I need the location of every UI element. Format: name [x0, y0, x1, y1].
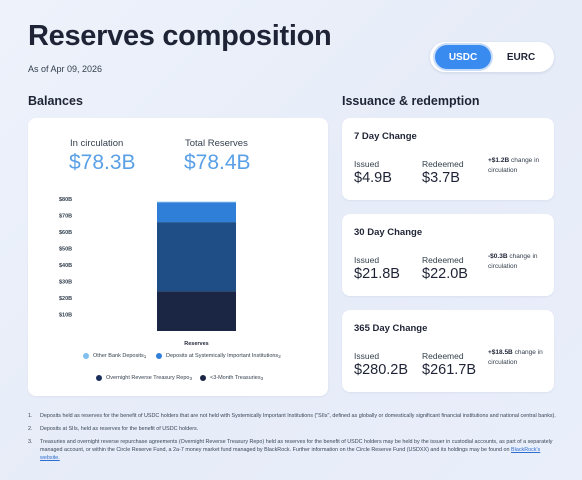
card-title: 365 Day Change [354, 323, 428, 334]
footnote-text: Deposits at SIIs, held as reserves for t… [40, 426, 199, 432]
net-change-text: change in circulation [488, 253, 538, 270]
issued-value: $21.8B [354, 266, 400, 282]
net-change-text: change in circulation [488, 157, 540, 174]
legend-swatch [200, 375, 206, 381]
redeemed-label: Redeemed [422, 255, 464, 265]
footnote-number: 3. [28, 439, 33, 445]
seven-day-change-card: 7 Day Change Issued $4.9B Redeemed $3.7B… [342, 118, 554, 200]
blackrock-website-link[interactable]: BlackRock's website. [40, 447, 541, 461]
total-reserves-value: $78.4B [184, 151, 251, 174]
legend-label: Overnight Reverse Treasury Repo [106, 375, 190, 381]
usdc-toggle-button[interactable]: USDC [435, 45, 491, 69]
x-category-label: Reserves [184, 341, 208, 347]
footnote-number: 2. [28, 426, 33, 432]
issued-label: Issued [354, 351, 380, 361]
footnote-number: 1. [28, 413, 33, 419]
card-title: 7 Day Change [354, 131, 417, 142]
footnote-3: 3. Treasuries and overnight reverse repu… [28, 438, 558, 462]
legend-swatch [96, 375, 102, 381]
redeemed-label: Redeemed [422, 351, 464, 361]
issued-label: Issued [354, 159, 380, 169]
footnote-1: 1. Deposits held as reserves for the ben… [28, 412, 558, 420]
in-circulation-label: In circulation [70, 138, 124, 149]
footnotes: 1. Deposits held as reserves for the ben… [28, 412, 558, 467]
net-change-note: +$1.2B change in circulation [488, 156, 548, 176]
legend-footnote-ref: 1 [143, 353, 147, 359]
footnote-text: Deposits held as reserves for the benefi… [40, 413, 556, 419]
net-change-note: -$0.3B change in circulation [488, 252, 548, 272]
issuance-heading: Issuance & redemption [342, 94, 480, 108]
net-change-value: +$18.5B [488, 349, 513, 356]
redeemed-value: $261.7B [422, 362, 477, 378]
year-change-card: 365 Day Change Issued $280.2B Redeemed $… [342, 310, 554, 392]
bar-segment-1 [157, 291, 236, 331]
y-tick-label: $60B [59, 230, 72, 236]
issued-value: $280.2B [354, 362, 409, 378]
legend-swatch [156, 353, 162, 359]
y-tick-label: $20B [59, 296, 72, 302]
issued-value: $4.9B [354, 170, 392, 186]
y-tick-label: $30B [59, 280, 72, 286]
total-reserves-label: Total Reserves [185, 138, 248, 149]
thirty-day-change-card: 30 Day Change Issued $21.8B Redeemed $22… [342, 214, 554, 296]
bar-segment-4 [157, 201, 236, 203]
issued-label: Issued [354, 255, 380, 265]
y-tick-label: $50B [59, 247, 72, 253]
balances-heading: Balances [28, 94, 83, 108]
currency-toggle: USDC EURC [430, 42, 554, 72]
net-change-value: +$1.2B [488, 157, 510, 164]
bar-segment-3 [157, 202, 236, 223]
page-title: Reserves composition [28, 20, 332, 52]
legend-item-sii-deposits: Deposits at Systemically Important Insti… [156, 353, 281, 359]
legend-footnote-ref: 3 [189, 375, 193, 381]
y-tick-label: $10B [59, 313, 72, 319]
card-title: 30 Day Change [354, 227, 423, 238]
in-circulation-value: $78.3B [69, 151, 136, 174]
legend-label: Other Bank Deposits [93, 353, 144, 359]
legend-item-treasuries: <3-Month Treasuries 3 [200, 375, 263, 381]
net-change-value: -$0.3B [488, 253, 508, 260]
y-tick-label: $80B [59, 197, 72, 203]
balances-card: In circulation $78.3B Total Reserves $78… [28, 118, 328, 396]
legend-item-other-bank-deposits: Other Bank Deposits 1 [83, 353, 146, 359]
legend-label: <3-Month Treasuries [210, 375, 261, 381]
reserves-bar-chart: $10B $20B $30B $40B $50B $60B $70B $80B Reserves [59, 197, 236, 347]
legend-label: Deposits at Systemically Important Insti… [166, 353, 279, 359]
y-tick-label: $70B [59, 214, 72, 220]
redeemed-value: $3.7B [422, 170, 460, 186]
net-change-note: +$18.5B change in circulation [488, 348, 548, 368]
redeemed-label: Redeemed [422, 159, 464, 169]
legend-footnote-ref: 2 [278, 353, 281, 359]
legend-swatch [83, 353, 89, 359]
legend-item-overnight-repo: Overnight Reverse Treasury Repo 3 [96, 375, 192, 381]
footnote-2: 2. Deposits at SIIs, held as reserves fo… [28, 425, 558, 433]
net-change-text: change in circulation [488, 349, 543, 366]
y-tick-label: $40B [59, 263, 72, 269]
redeemed-value: $22.0B [422, 266, 468, 282]
footnote-text: Treasuries and overnight reverse repurch… [40, 439, 553, 453]
bar-segment-2 [157, 222, 236, 292]
as-of-date: As of Apr 09, 2026 [28, 64, 103, 74]
legend-footnote-ref: 3 [260, 375, 264, 381]
eurc-toggle-button[interactable]: EURC [506, 51, 536, 63]
